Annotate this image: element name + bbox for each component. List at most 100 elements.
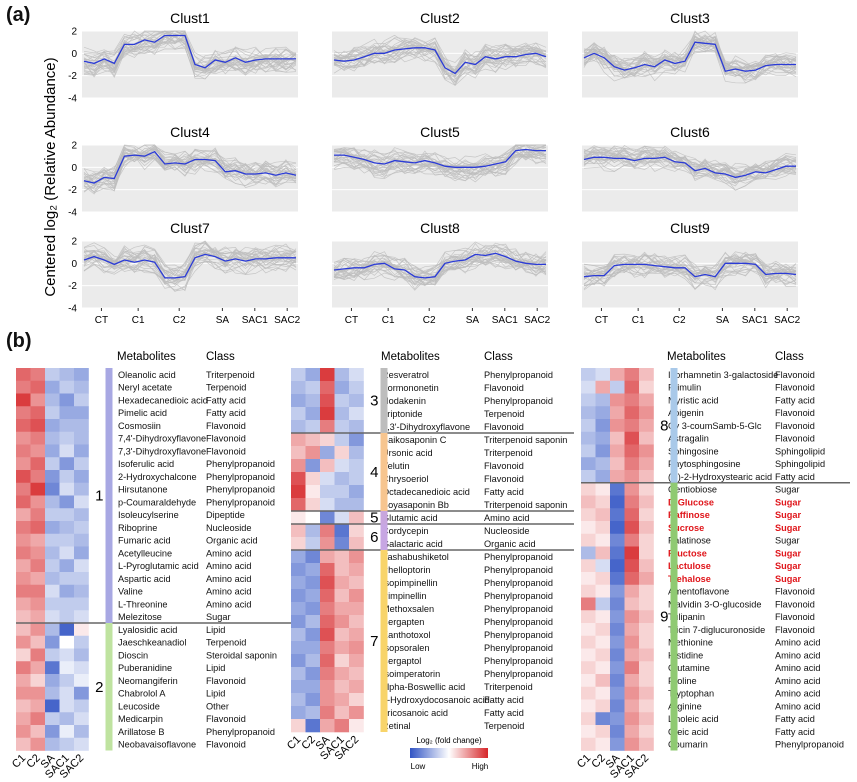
heatmap-cell — [59, 559, 75, 573]
heatmap-cell — [16, 712, 31, 726]
heatmap-cell — [45, 431, 60, 445]
metabolite-name: Oleanolic acid — [118, 370, 176, 380]
member-profile — [83, 145, 297, 185]
heatmap-cell — [581, 597, 596, 611]
metabolites-header: Metabolites — [381, 351, 440, 363]
heatmap-cell — [624, 521, 640, 535]
heatmap-cell — [595, 533, 611, 547]
heatmap-cell — [639, 661, 654, 675]
heatmap-cell — [30, 584, 46, 598]
metabolite-class: Flavonoid — [775, 408, 815, 418]
cluster-bar — [380, 368, 388, 433]
metabolite-class: Amino acid — [484, 513, 529, 523]
metabolite-name: Trehalose — [668, 574, 711, 584]
metabolite-class: Flavonoid — [775, 587, 815, 597]
heatmap-cell — [639, 419, 654, 433]
heatmap-cell — [30, 648, 46, 662]
heatmap-cell — [59, 712, 75, 726]
heatmap-cell — [610, 419, 625, 433]
heatmap-cell — [59, 648, 75, 662]
heatmap-cell — [320, 472, 335, 486]
metabolite-name: Tryptophan — [668, 689, 714, 699]
heatmap-cell — [59, 623, 75, 637]
metabolite-class: Flavonoid — [775, 625, 815, 635]
metabolite-class: Amino acid — [775, 676, 820, 686]
heatmap-cell — [59, 444, 75, 458]
heatmap-cell — [639, 674, 654, 688]
heatmap-cell — [59, 419, 75, 433]
heatmap-cell — [595, 737, 611, 751]
member-profile — [333, 241, 547, 277]
heatmap-cell — [595, 546, 611, 560]
heatmap-cell — [581, 470, 596, 484]
x-tick-label: CT — [345, 315, 358, 326]
member-profile — [333, 249, 547, 282]
member-profile — [83, 240, 297, 277]
metabolite-class: Flavonoid — [484, 422, 524, 432]
heatmap-cell — [334, 511, 350, 525]
heatmap-cell — [45, 393, 60, 407]
heatmap-cell — [624, 393, 640, 407]
panel-a-label: (a) — [6, 4, 31, 26]
heatmap-cell — [349, 537, 364, 551]
heatmap-cell — [305, 667, 321, 681]
heatmap-cell — [16, 699, 31, 713]
heatmap-cell — [624, 546, 640, 560]
heatmap-cell — [349, 602, 364, 616]
metabolite-class: Phenylpropanoid — [484, 370, 553, 380]
heatmap-cell — [581, 457, 596, 471]
cluster-plot-1: -4 -2 0 2 Clust1 — [68, 10, 298, 105]
metabolite-class: Terpenoid — [484, 409, 524, 419]
heatmap-cell — [624, 725, 640, 739]
class-header: Class — [484, 351, 513, 363]
heatmap-cell — [581, 686, 596, 700]
heatmap-block-2: Metabolites Class Resveratrol Phenylpropano… — [285, 351, 574, 762]
cluster-bar — [105, 368, 113, 623]
heatmap-cell — [610, 444, 625, 458]
metabolite-class: Sugar — [775, 485, 800, 495]
member-profile — [83, 256, 297, 292]
metabolite-class: Phenylpropanoid — [206, 727, 275, 737]
heatmap-cell — [610, 674, 625, 688]
heatmap-cell — [45, 533, 60, 547]
heatmap-cell — [595, 610, 611, 624]
heatmap-cell — [595, 712, 611, 726]
heatmap-cell — [334, 706, 350, 720]
metabolite-name: Histidine — [668, 650, 703, 660]
heatmap-cell — [320, 550, 335, 564]
member-profile — [583, 263, 797, 285]
member-profile — [333, 256, 547, 286]
heatmap-cell — [45, 610, 60, 624]
metabolite-class: Amino acid — [206, 548, 251, 558]
metabolite-class: Amino acid — [206, 599, 251, 609]
heatmap-cell — [581, 725, 596, 739]
heatmap-cell — [610, 597, 625, 611]
member-profile — [583, 35, 797, 72]
metabolite-name: Tulipanin — [668, 612, 705, 622]
heatmap-cell — [639, 431, 654, 445]
member-profile — [333, 144, 547, 169]
heatmap-cell — [320, 615, 335, 629]
heatmap-cell — [305, 433, 321, 447]
heatmap-cell — [74, 674, 89, 688]
heatmap-cell — [595, 686, 611, 700]
metabolite-class: Amino acid — [775, 701, 820, 711]
heatmap-cell — [595, 419, 611, 433]
heatmap-cell — [30, 482, 46, 496]
heatmap-cell — [16, 635, 31, 649]
heatmap-cell — [349, 641, 364, 655]
heatmap-cell — [45, 470, 60, 484]
heatmap-cell — [59, 431, 75, 445]
metabolite-name: Methionine — [668, 638, 713, 648]
metabolite-class: Phenylpropanoid — [484, 565, 553, 575]
heatmap-cell — [595, 457, 611, 471]
heatmap-cell — [639, 508, 654, 522]
heatmap-cell — [30, 406, 46, 420]
heatmap-cell — [320, 680, 335, 694]
heatmap-cell — [305, 615, 321, 629]
heatmap-cell — [30, 623, 46, 637]
heatmap-cell — [291, 446, 306, 460]
heatmap-cell — [45, 546, 60, 560]
metabolite-class: Flavonoid — [775, 370, 815, 380]
heatmap-cell — [45, 521, 60, 535]
